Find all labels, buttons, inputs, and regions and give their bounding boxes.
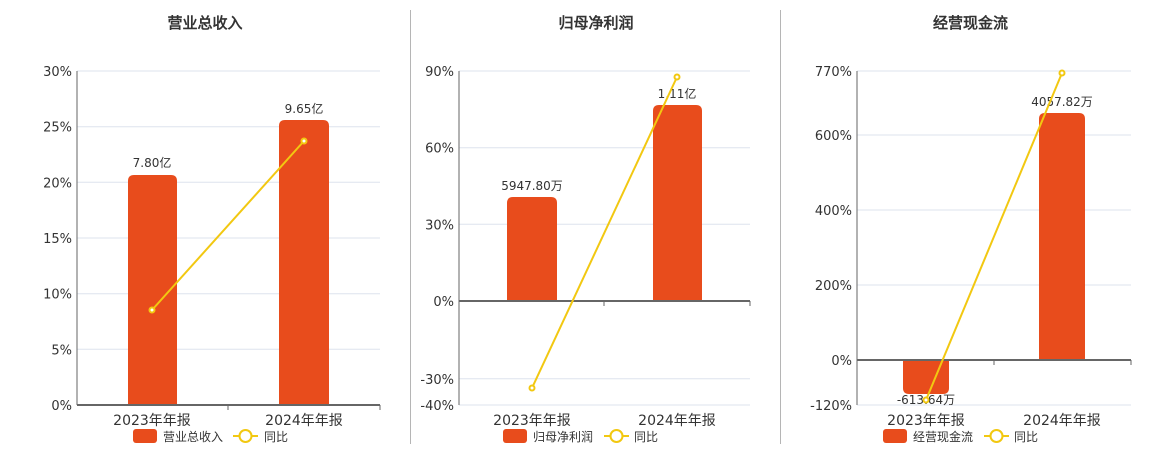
yoy-line — [148, 137, 308, 314]
chart-revenue: 30% 25% 20% 15% 10% 5% 0% 7.80亿 9.65亿 20… — [43, 65, 381, 444]
bar-2023 — [903, 360, 949, 394]
bar-2024 — [279, 120, 329, 405]
chart-operating-cash-flow: 770% 600% 400% 200% 0% -120% -613.64万 40… — [810, 65, 1132, 444]
svg-text:2023年年报: 2023年年报 — [887, 413, 965, 429]
svg-text:营业总收入: 营业总收入 — [163, 430, 223, 444]
panel-divider — [780, 10, 781, 444]
svg-text:0%: 0% — [433, 295, 454, 310]
bar-value-labels: 7.80亿 9.65亿 — [133, 101, 324, 170]
svg-text:200%: 200% — [815, 279, 852, 294]
svg-text:30%: 30% — [43, 65, 72, 80]
bar-2024 — [1039, 113, 1085, 360]
svg-text:60%: 60% — [425, 142, 454, 157]
svg-text:1.11亿: 1.11亿 — [658, 86, 697, 101]
bar-2023 — [128, 175, 177, 405]
svg-text:15%: 15% — [43, 232, 72, 247]
chart-panel-operating-cash-flow: 经营现金流 770% 600% 400% 200% 0% -120% -613.… — [781, 0, 1160, 450]
chart-panel-revenue: 营业总收入 30% 25% 20% 15% 10% 5% 0% 7.80亿 — [0, 0, 410, 450]
svg-text:2023年年报: 2023年年报 — [113, 413, 191, 429]
svg-text:0%: 0% — [831, 354, 852, 369]
svg-text:同比: 同比 — [634, 430, 658, 444]
chart-net-profit: 90% 60% 30% 0% -30% -40% 5947.80万 1.11亿 … — [420, 65, 751, 444]
svg-text:-30%: -30% — [420, 373, 454, 388]
bar-2023 — [507, 197, 557, 301]
legend-line-marker-icon — [989, 429, 1004, 443]
chart-title: 归母净利润 — [558, 14, 634, 32]
svg-text:600%: 600% — [815, 129, 852, 144]
bars — [903, 113, 1085, 394]
svg-text:5947.80万: 5947.80万 — [501, 179, 563, 193]
svg-text:0%: 0% — [51, 399, 72, 414]
svg-text:2023年年报: 2023年年报 — [493, 413, 571, 429]
svg-text:9.65亿: 9.65亿 — [285, 101, 324, 116]
svg-text:同比: 同比 — [264, 430, 288, 444]
legend[interactable]: 营业总收入 同比 — [133, 429, 288, 444]
svg-text:2024年年报: 2024年年报 — [265, 413, 343, 429]
svg-text:400%: 400% — [815, 204, 852, 219]
legend-bar-swatch — [503, 429, 527, 443]
svg-text:90%: 90% — [425, 65, 454, 80]
svg-text:归母净利润: 归母净利润 — [533, 430, 593, 444]
bars — [128, 120, 329, 405]
svg-text:-40%: -40% — [420, 399, 454, 414]
y-tick-labels: 30% 25% 20% 15% 10% 5% 0% — [43, 65, 72, 414]
panel-divider — [410, 10, 411, 444]
legend[interactable]: 归母净利润 同比 — [503, 429, 658, 444]
svg-text:30%: 30% — [425, 218, 454, 233]
svg-text:5%: 5% — [51, 343, 72, 358]
x-tick-labels: 2023年年报 2024年年报 — [493, 413, 716, 429]
x-tick-labels: 2023年年报 2024年年报 — [113, 413, 343, 429]
svg-text:-120%: -120% — [810, 399, 852, 414]
yoy-line — [922, 69, 1066, 404]
x-tick-labels: 2023年年报 2024年年报 — [887, 413, 1101, 429]
chart-panel-net-profit: 归母净利润 90% 60% 30% 0% -30% -40% 5947.80万 … — [411, 0, 781, 450]
grid-lines — [459, 70, 750, 406]
svg-text:4057.82万: 4057.82万 — [1031, 95, 1093, 109]
svg-text:770%: 770% — [815, 65, 852, 80]
svg-text:7.80亿: 7.80亿 — [133, 155, 172, 170]
legend[interactable]: 经营现金流 同比 — [883, 429, 1038, 444]
legend-bar-swatch — [133, 429, 157, 443]
bars — [507, 105, 702, 301]
chart-title: 经营现金流 — [932, 14, 1008, 32]
chart-title: 营业总收入 — [167, 14, 243, 32]
svg-text:2024年年报: 2024年年报 — [1023, 413, 1101, 429]
svg-text:2024年年报: 2024年年报 — [638, 413, 716, 429]
grid-lines — [857, 70, 1131, 406]
grid-lines — [77, 70, 380, 350]
svg-text:10%: 10% — [43, 288, 72, 303]
legend-bar-swatch — [883, 429, 907, 443]
legend-line-marker-icon — [238, 429, 253, 443]
svg-text:20%: 20% — [43, 176, 72, 191]
yoy-line — [528, 73, 681, 392]
svg-text:经营现金流: 经营现金流 — [913, 429, 973, 444]
svg-text:25%: 25% — [43, 121, 72, 136]
bar-2024 — [653, 105, 702, 301]
svg-text:同比: 同比 — [1014, 430, 1038, 444]
legend-line-marker-icon — [609, 429, 624, 443]
y-tick-labels: 90% 60% 30% 0% -30% -40% — [420, 65, 454, 414]
y-tick-labels: 770% 600% 400% 200% 0% -120% — [810, 65, 852, 414]
